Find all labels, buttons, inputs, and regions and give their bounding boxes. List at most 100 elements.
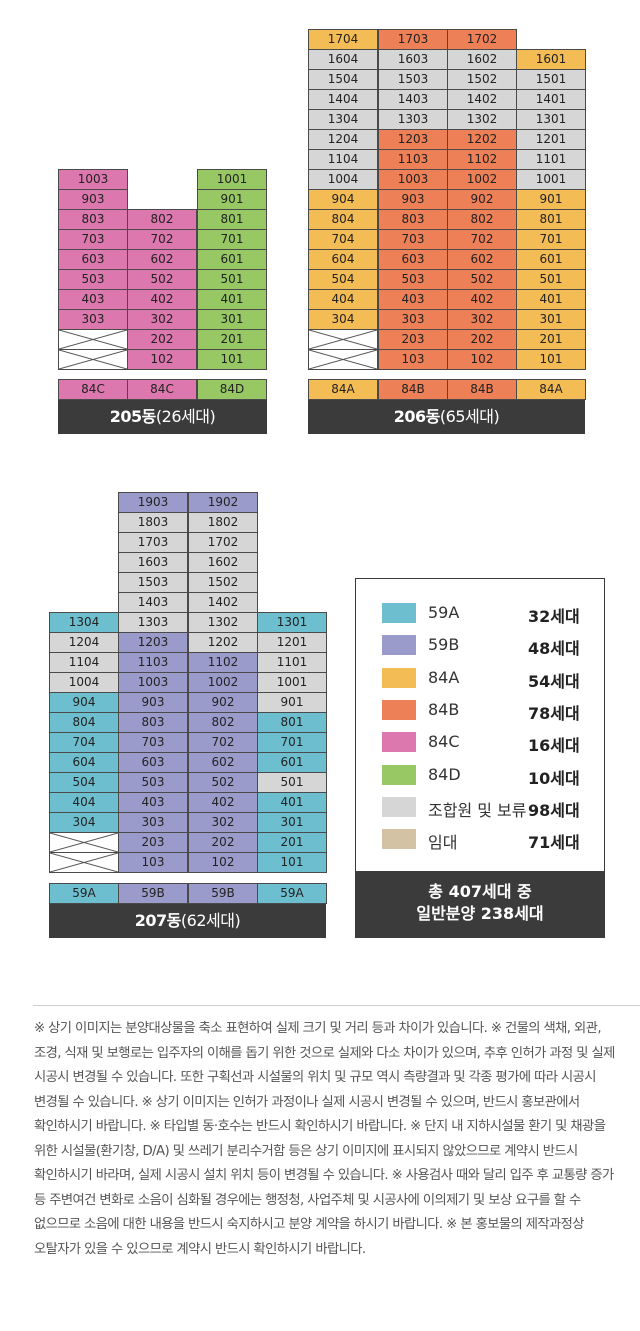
unit-cell: 1401 — [516, 89, 586, 110]
unit-cell: 1204 — [49, 632, 119, 653]
legend-swatch — [382, 764, 416, 785]
unit-cell: 501 — [516, 269, 586, 290]
legend-item: 조합원 및 보류 98세대 — [356, 795, 604, 820]
legend-label: 임대 — [428, 833, 458, 853]
unit-cell: 1102 — [188, 652, 258, 673]
unit-cell: 1603 — [378, 49, 448, 70]
unit-cell: 1802 — [188, 512, 258, 533]
legend-item: 59A 32세대 — [356, 601, 604, 626]
unit-cell: 601 — [257, 752, 327, 773]
unit-cell: 1203 — [378, 129, 448, 150]
unit-cell: 702 — [447, 229, 517, 250]
unit-type-label: 59B — [118, 883, 188, 904]
unit-cell: 101 — [516, 349, 586, 370]
legend-count: 32세대 — [528, 607, 580, 626]
unit-cell: 302 — [188, 812, 258, 833]
unit-cell: 1001 — [197, 169, 267, 190]
unit-cell: 401 — [197, 289, 267, 310]
unit-cell: 803 — [118, 712, 188, 733]
unit-cell: 1004 — [49, 672, 119, 693]
legend-label: 조합원 및 보류 — [428, 800, 527, 820]
unit-cell: 1103 — [118, 652, 188, 673]
legend-swatch — [382, 796, 416, 817]
unit-cell: 1902 — [188, 492, 258, 513]
unit-cell: 1704 — [308, 29, 378, 50]
unit-cell: 802 — [127, 209, 197, 230]
empty-unit-cell — [58, 329, 128, 350]
legend-swatch — [382, 603, 416, 623]
unit-type-label: 59A — [257, 883, 327, 904]
unit-cell: 1302 — [447, 109, 517, 130]
unit-cell: 1001 — [516, 169, 586, 190]
unit-cell: 901 — [257, 692, 327, 713]
legend-label: 59A — [428, 603, 460, 622]
unit-cell: 1003 — [58, 169, 128, 190]
unit-type-label: 84A — [308, 379, 378, 400]
unit-cell: 604 — [308, 249, 378, 270]
unit-cell: 304 — [49, 812, 119, 833]
unit-cell: 801 — [197, 209, 267, 230]
legend-item: 59B 48세대 — [356, 633, 604, 659]
building-title: 206동(65세대) — [308, 400, 585, 434]
unit-cell: 504 — [308, 269, 378, 290]
unit-cell: 1104 — [49, 652, 119, 673]
unit-cell: 1303 — [378, 109, 448, 130]
unit-cell: 1502 — [447, 69, 517, 90]
unit-cell: 303 — [378, 309, 448, 330]
unit-cell: 1502 — [188, 572, 258, 593]
unit-cell: 402 — [447, 289, 517, 310]
unit-cell: 201 — [197, 329, 267, 350]
unit-cell: 404 — [49, 792, 119, 813]
legend-item: 임대 71세대 — [356, 827, 604, 853]
unit-cell: 1601 — [516, 49, 586, 70]
unit-type-label: 59B — [188, 883, 258, 904]
unit-cell: 903 — [58, 189, 128, 210]
unit-cell: 603 — [118, 752, 188, 773]
unit-cell: 601 — [197, 249, 267, 270]
total-households: 총 407세대 중 — [428, 882, 532, 901]
unit-cell: 1603 — [118, 552, 188, 573]
unit-cell: 603 — [58, 249, 128, 270]
unit-cell: 602 — [447, 249, 517, 270]
unit-cell: 403 — [378, 289, 448, 310]
unit-cell: 701 — [197, 229, 267, 250]
unit-cell: 302 — [127, 309, 197, 330]
unit-cell: 1002 — [447, 169, 517, 190]
unit-cell: 1504 — [308, 69, 378, 90]
disclaimer-notice: ※ 상기 이미지는 분양대상물을 축소 표현하여 실제 크기 및 거리 등과 차… — [34, 1021, 615, 1257]
building-name: 205동 — [109, 407, 157, 426]
unit-cell: 703 — [378, 229, 448, 250]
unit-cell: 404 — [308, 289, 378, 310]
building-name: 206동 — [393, 407, 441, 426]
unit-cell: 1304 — [308, 109, 378, 130]
unit-cell: 1101 — [257, 652, 327, 673]
unit-cell: 203 — [118, 832, 188, 853]
unit-cell: 1004 — [308, 169, 378, 190]
unit-cell: 1602 — [447, 49, 517, 70]
unit-cell: 804 — [49, 712, 119, 733]
unit-cell: 103 — [378, 349, 448, 370]
legend-swatch — [382, 635, 416, 656]
unit-cell: 1002 — [188, 672, 258, 693]
legend-label: 84B — [428, 699, 460, 719]
unit-cell: 1201 — [516, 129, 586, 150]
legend-count: 98세대 — [528, 800, 580, 820]
empty-unit-cell — [308, 349, 378, 370]
unit-cell: 102 — [188, 852, 258, 873]
unit-cell: 1201 — [257, 632, 327, 653]
unit-cell: 1003 — [118, 672, 188, 693]
unit-cell: 1104 — [308, 149, 378, 170]
unit-cell: 301 — [197, 309, 267, 330]
legend-count: 48세대 — [528, 639, 580, 659]
unit-cell: 1301 — [516, 109, 586, 130]
unit-cell: 901 — [197, 189, 267, 210]
unit-cell: 304 — [308, 309, 378, 330]
building-name: 207동 — [134, 911, 182, 930]
unit-cell: 702 — [188, 732, 258, 753]
unit-cell: 502 — [127, 269, 197, 290]
unit-cell: 1403 — [118, 592, 188, 613]
unit-cell: 903 — [118, 692, 188, 713]
unit-cell: 904 — [49, 692, 119, 713]
unit-cell: 1702 — [188, 532, 258, 553]
unit-cell: 602 — [127, 249, 197, 270]
